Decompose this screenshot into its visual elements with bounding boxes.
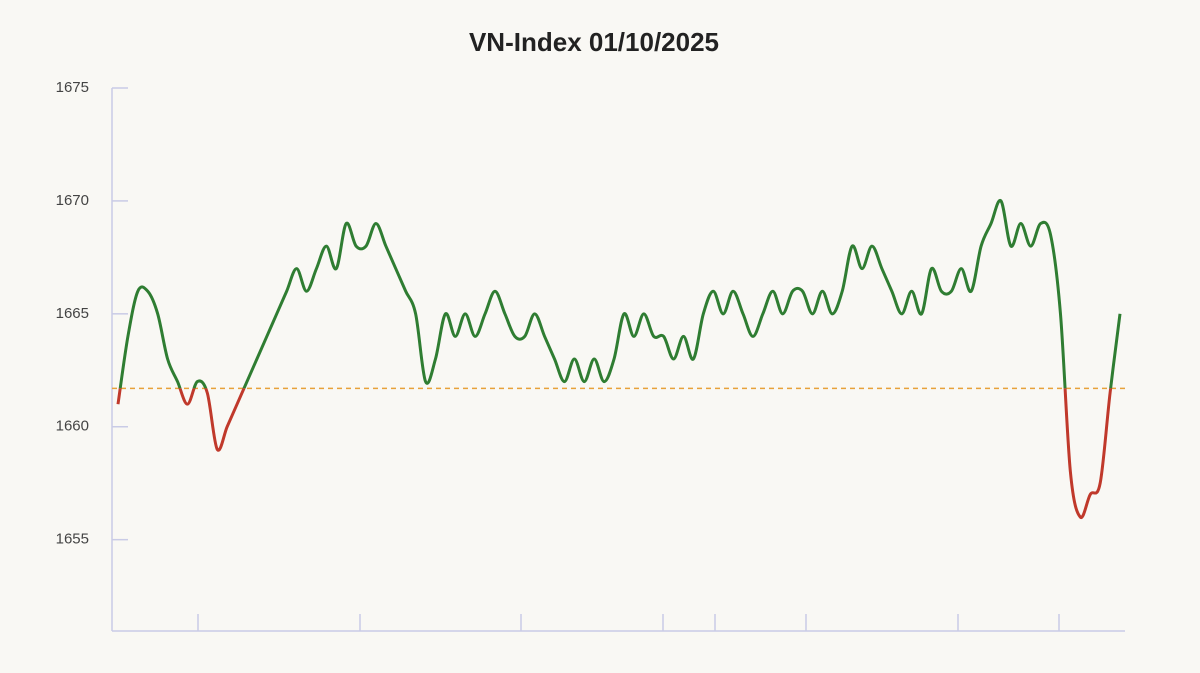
y-tick-label: 1670 xyxy=(56,192,89,209)
line-above xyxy=(118,198,1122,389)
y-tick-label: 1665 xyxy=(56,305,89,322)
line-below xyxy=(116,388,1113,519)
chart-title: VN-Index 01/10/2025 xyxy=(469,27,719,57)
x-tick-marks xyxy=(197,614,1060,631)
y-tick-label: 1655 xyxy=(56,531,89,548)
y-tick-label: 1660 xyxy=(56,418,89,435)
y-tick-label: 1675 xyxy=(56,79,89,96)
